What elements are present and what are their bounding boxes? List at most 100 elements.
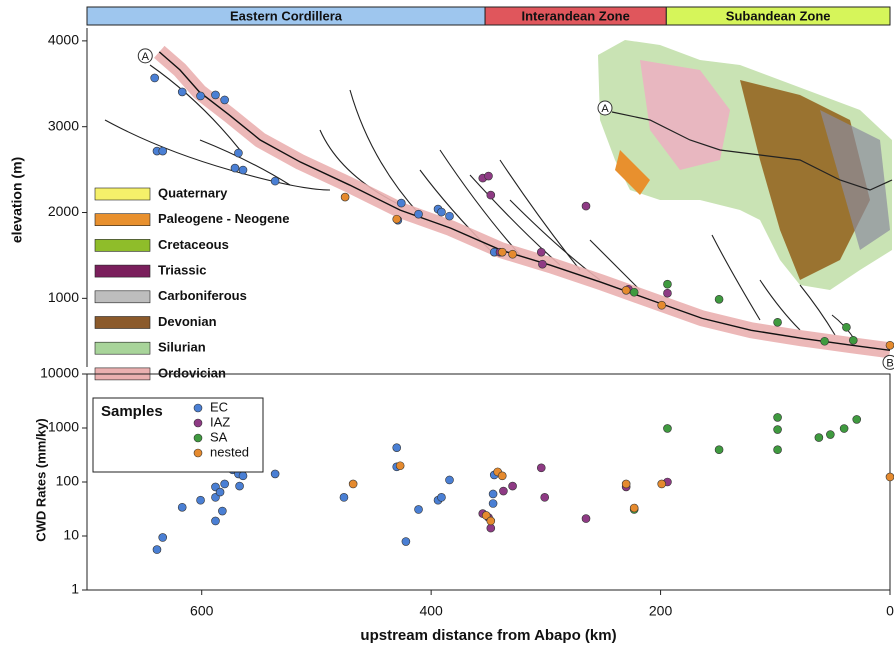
- sample-point: [657, 300, 667, 310]
- sample-point: [842, 322, 851, 332]
- map-inset: [598, 40, 893, 290]
- sample-point: [220, 95, 229, 105]
- x-tick-label: 200: [649, 603, 673, 619]
- y-tick-label: 4000: [48, 32, 79, 48]
- rate-point: [885, 472, 894, 482]
- x-tick-label: 600: [190, 603, 214, 619]
- y-axis-title: elevation (m): [9, 157, 25, 243]
- rate-point: [629, 503, 639, 513]
- legend-swatch: [94, 187, 151, 201]
- sample-point: [196, 91, 205, 101]
- sample-point: [820, 336, 829, 346]
- rate-point: [773, 445, 782, 455]
- sample-point: [848, 336, 858, 345]
- zone-label: Eastern Cordillera: [230, 8, 343, 23]
- y-tick-label: 1000: [48, 289, 79, 305]
- rate-point: [445, 475, 454, 485]
- legend-marker: [193, 433, 203, 443]
- legend-label: Ordovician: [158, 365, 226, 380]
- sample-point: [581, 201, 591, 211]
- rate-point: [773, 425, 782, 434]
- rate-point: [497, 471, 507, 481]
- legend-label: IAZ: [210, 414, 230, 429]
- sample-point: [663, 279, 672, 289]
- legend-swatch: [94, 290, 151, 304]
- legend-label: Carboniferous: [158, 288, 247, 303]
- rate-point: [401, 537, 411, 546]
- x-tick-label: 0: [886, 603, 894, 619]
- rate-point: [215, 487, 225, 497]
- sample-point: [270, 176, 280, 186]
- sample-point: [150, 73, 159, 83]
- legend-swatch: [94, 264, 151, 278]
- sample-point: [484, 171, 493, 181]
- rate-point: [235, 481, 244, 491]
- zone-bar: [665, 6, 891, 26]
- legend-label: Devonian: [158, 314, 217, 329]
- rate-point: [486, 523, 496, 533]
- rate-point: [540, 493, 550, 502]
- sample-point: [234, 148, 243, 158]
- zone-label: Interandean Zone: [522, 8, 630, 23]
- sample-point: [397, 198, 406, 208]
- legend-label: nested: [210, 444, 249, 459]
- rate-point: [481, 511, 491, 520]
- legend-swatch: [94, 316, 151, 329]
- rate-point: [339, 493, 349, 502]
- sample-point: [508, 249, 517, 259]
- rate-point: [270, 469, 280, 479]
- x-tick-label: 400: [419, 603, 443, 619]
- rate-point: [488, 499, 498, 508]
- sample-point: [536, 247, 546, 257]
- rate-point: [437, 493, 446, 502]
- legend-marker: [193, 448, 203, 458]
- sample-point: [663, 288, 672, 298]
- sample-point: [497, 247, 507, 257]
- rate-point: [177, 503, 187, 512]
- rate-point: [414, 505, 423, 514]
- rate-point: [211, 516, 220, 526]
- legend-title: Samples: [101, 403, 163, 420]
- rate-point: [196, 495, 205, 505]
- sample-point: [629, 287, 639, 297]
- sample-point: [538, 259, 547, 269]
- legend-label: Cretaceous: [158, 237, 229, 252]
- marker-circle: [882, 354, 894, 370]
- sample-point: [621, 285, 631, 295]
- rate-point: [852, 415, 862, 424]
- legend-label: Paleogene - Neogene: [158, 211, 289, 226]
- rate-point: [621, 479, 631, 489]
- sample-point: [437, 207, 446, 217]
- y-tick-label: 10: [63, 527, 79, 543]
- rate-point: [348, 479, 358, 489]
- sample-point: [714, 294, 724, 304]
- rate-point: [839, 424, 849, 433]
- legend-label: Silurian: [158, 340, 206, 355]
- y-tick-label: 100: [56, 473, 80, 489]
- rate-point: [536, 463, 546, 473]
- rate-point: [714, 445, 724, 455]
- sample-point: [211, 90, 220, 100]
- legend-swatch: [94, 239, 151, 252]
- sample-point: [230, 163, 240, 173]
- sample-point: [340, 192, 350, 202]
- y-tick-label: 3000: [48, 117, 79, 133]
- sample-point: [445, 211, 454, 221]
- y-tick-label: 2000: [48, 203, 79, 219]
- rate-point: [392, 443, 402, 452]
- legend-label: EC: [210, 399, 228, 414]
- rate-point: [486, 516, 496, 526]
- y-axis-title: CWD Rates (mm/ky): [33, 418, 48, 542]
- legend-box: [92, 397, 264, 473]
- sample-point: [885, 340, 894, 350]
- legend-swatch: [94, 213, 151, 226]
- marker-circle: [137, 48, 153, 64]
- rate-point: [218, 506, 227, 516]
- legend-label: SA: [210, 429, 228, 444]
- sample-point: [773, 317, 782, 327]
- legend-marker: [193, 418, 203, 428]
- rate-point: [158, 533, 168, 542]
- sample-point: [486, 190, 496, 200]
- rate-point: [657, 479, 667, 489]
